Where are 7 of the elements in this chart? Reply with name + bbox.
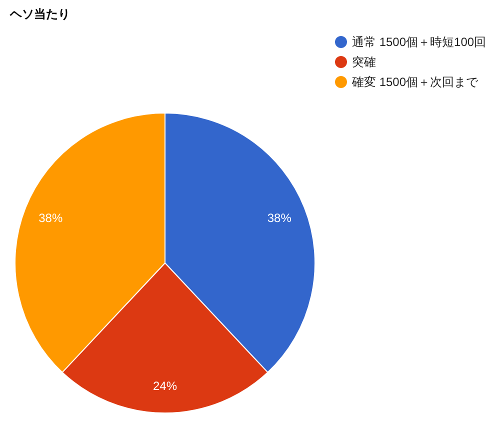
data-label: 38% [267, 210, 292, 225]
chart-title: ヘソ当たり [9, 7, 70, 21]
data-label: 38% [38, 210, 63, 225]
legend-label: 突確 [352, 55, 376, 70]
legend-label: 通常 1500個＋時短100回 [352, 35, 486, 50]
legend-label: 確変 1500個＋次回まで [351, 75, 480, 90]
data-label: 24% [152, 379, 178, 394]
